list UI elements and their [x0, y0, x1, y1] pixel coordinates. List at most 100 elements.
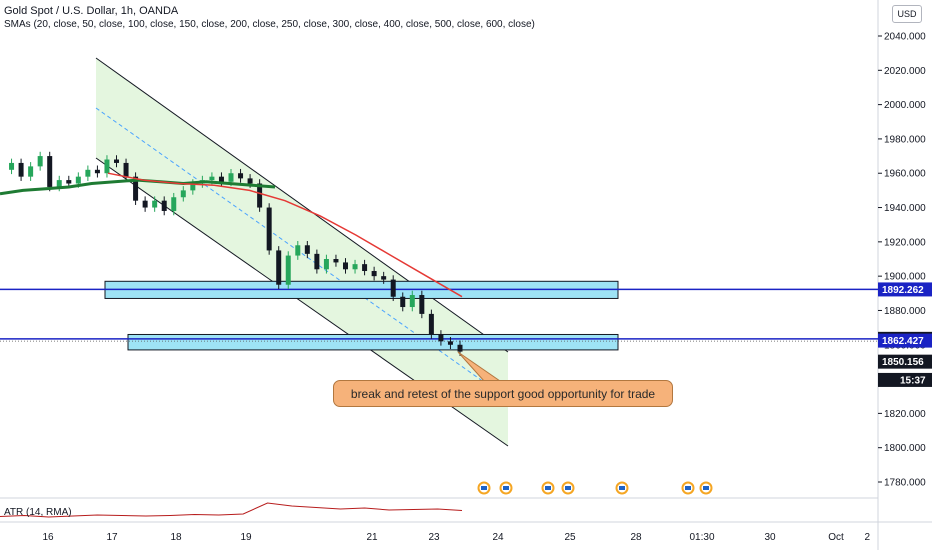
candle-body	[428, 313, 434, 335]
candle-body	[295, 245, 301, 256]
candle-body	[438, 334, 444, 342]
sma-slow-line	[107, 172, 463, 298]
candle-body	[276, 250, 282, 285]
candle-body	[28, 166, 34, 177]
flag-icon-stripe	[703, 486, 709, 490]
candle-body	[161, 200, 167, 211]
candle-body	[180, 190, 186, 198]
x-axis-label: 28	[630, 532, 642, 543]
candle-body	[409, 295, 415, 308]
candle-body	[66, 180, 72, 184]
flag-icon-stripe	[565, 486, 571, 490]
y-axis-label: 1980.000	[884, 134, 926, 145]
atr-line	[0, 502, 463, 518]
flag-icon-stripe	[503, 486, 509, 490]
candle-body	[447, 341, 453, 345]
annotation-callout[interactable]: break and retest of the support good opp…	[333, 380, 673, 407]
y-axis-label: 2040.000	[884, 32, 926, 43]
candle-body	[257, 183, 263, 208]
candle-body	[419, 295, 425, 314]
price-tag-label-4: 1850.156	[882, 357, 924, 368]
candle-body	[9, 162, 15, 170]
y-axis-label: 1800.000	[884, 443, 926, 454]
candle-body	[56, 180, 62, 187]
x-axis-label: 2	[864, 532, 870, 543]
flag-icon-stripe	[685, 486, 691, 490]
candle-body	[323, 259, 329, 270]
candle-body	[133, 176, 139, 201]
atr-indicator-label[interactable]: ATR (14, RMA)	[4, 507, 72, 518]
currency-button[interactable]: USD	[892, 5, 922, 23]
x-axis-label: 25	[564, 532, 576, 543]
y-axis-label: 1960.000	[884, 169, 926, 180]
candle-body	[123, 162, 129, 177]
candle-body	[47, 156, 53, 187]
candle-body	[333, 259, 339, 263]
candle-body	[343, 262, 348, 270]
candle-body	[238, 173, 244, 179]
candle-body	[314, 253, 320, 270]
price-tag-3[interactable]	[878, 333, 932, 348]
candle-body	[352, 264, 358, 270]
candle-body	[228, 173, 234, 182]
candle-body	[390, 279, 396, 297]
candle-body	[114, 159, 119, 163]
candle-body	[75, 176, 81, 184]
candle-body	[171, 197, 177, 211]
sma-indicator-legend[interactable]: SMAs (20, close, 50, close, 100, close, …	[4, 19, 535, 30]
x-axis-label: 21	[366, 532, 378, 543]
candle-body	[381, 276, 387, 280]
candle-body	[247, 178, 253, 184]
symbol-title[interactable]: Gold Spot / U.S. Dollar, 1h, OANDA	[4, 5, 179, 17]
candle-body	[190, 183, 196, 191]
x-axis-label: 23	[428, 532, 440, 543]
x-axis-label: 17	[106, 532, 118, 543]
price-tag-label-1: 1892.262	[882, 285, 924, 296]
x-axis-label: 18	[170, 532, 182, 543]
candle-body	[266, 207, 272, 251]
candle-body	[209, 176, 215, 181]
price-tag-5[interactable]	[878, 372, 932, 387]
candle-body	[371, 271, 377, 277]
price-tag-label-3: 1862.427	[882, 336, 924, 347]
candle-body	[400, 296, 406, 308]
candle-body	[94, 169, 100, 174]
candle-body	[457, 344, 463, 352]
x-axis-label: 01:30	[689, 532, 714, 543]
candle-body	[85, 169, 91, 177]
candle-body	[37, 156, 43, 167]
support-zone-2[interactable]	[127, 333, 619, 351]
channel-upper-line	[95, 57, 509, 353]
y-axis-label: 1940.000	[884, 203, 926, 214]
x-axis-label: Oct	[828, 532, 844, 543]
x-axis-label: 19	[240, 532, 252, 543]
y-axis-label: 2020.000	[884, 66, 926, 77]
y-axis-label: 1920.000	[884, 237, 926, 248]
x-axis-label: 24	[492, 532, 504, 543]
sma-fast-line	[0, 178, 276, 196]
flag-icon-stripe	[545, 486, 551, 490]
price-tag-4[interactable]	[878, 354, 932, 369]
candle-body	[142, 200, 148, 208]
price-tag-label-5: 15:37	[900, 375, 926, 386]
y-axis-label: 1780.000	[884, 478, 926, 489]
candle-body	[152, 200, 158, 208]
y-axis-label: 1880.000	[884, 306, 926, 317]
channel-midline	[95, 107, 509, 400]
chart-header: Gold Spot / U.S. Dollar, 1h, OANDA SMAs …	[4, 4, 535, 32]
flag-icon-stripe	[481, 486, 487, 490]
candle-body	[218, 176, 224, 182]
y-axis-label: 2000.000	[884, 100, 926, 111]
price-tag-1[interactable]	[878, 282, 932, 297]
x-axis-label: 16	[42, 532, 54, 543]
candle-body	[104, 159, 110, 174]
x-axis-label: 30	[764, 532, 776, 543]
candle-body	[362, 264, 368, 272]
candle-body	[285, 255, 291, 285]
flag-icon-stripe	[619, 486, 625, 490]
y-axis-label: 1900.000	[884, 272, 926, 283]
candle-body	[304, 245, 310, 254]
candle-body	[18, 162, 24, 177]
y-axis-label: 1820.000	[884, 409, 926, 420]
